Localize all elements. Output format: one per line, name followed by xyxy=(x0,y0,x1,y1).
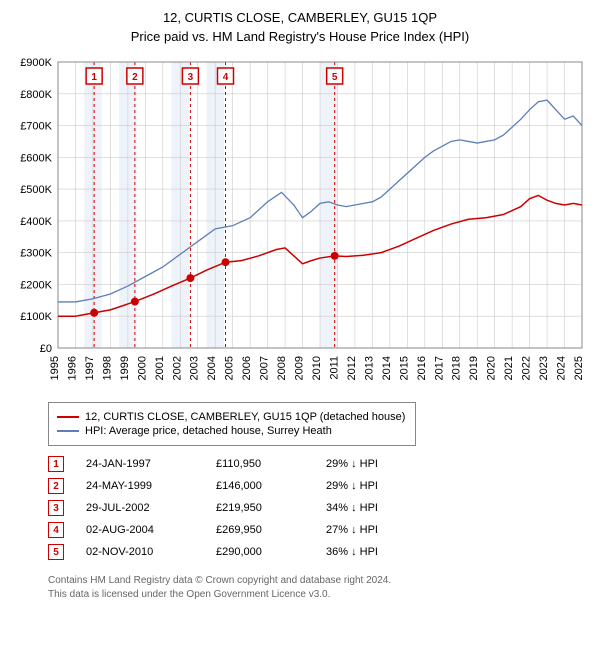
svg-text:£800K: £800K xyxy=(20,89,52,101)
svg-text:1998: 1998 xyxy=(101,356,113,380)
svg-text:2022: 2022 xyxy=(521,356,533,380)
svg-text:2012: 2012 xyxy=(346,356,358,380)
svg-text:£700K: £700K xyxy=(20,121,52,133)
marker-box: 2 xyxy=(48,478,64,494)
svg-text:2021: 2021 xyxy=(503,356,515,380)
svg-text:1997: 1997 xyxy=(84,356,96,380)
tx-date: 24-MAY-1999 xyxy=(86,480,216,492)
svg-text:2003: 2003 xyxy=(189,356,201,380)
svg-text:2008: 2008 xyxy=(276,356,288,380)
svg-text:2005: 2005 xyxy=(224,356,236,380)
svg-text:2015: 2015 xyxy=(398,356,410,380)
table-row: 1 24-JAN-1997 £110,950 29% ↓ HPI xyxy=(48,456,590,472)
svg-text:2004: 2004 xyxy=(206,356,218,380)
table-row: 4 02-AUG-2004 £269,950 27% ↓ HPI xyxy=(48,522,590,538)
svg-text:2007: 2007 xyxy=(259,356,271,380)
marker-box: 3 xyxy=(48,500,64,516)
tx-date: 29-JUL-2002 xyxy=(86,502,216,514)
svg-text:2002: 2002 xyxy=(171,356,183,380)
svg-text:2017: 2017 xyxy=(433,356,445,380)
svg-text:2018: 2018 xyxy=(451,356,463,380)
tx-price: £110,950 xyxy=(216,458,326,470)
footer-line: Contains HM Land Registry data © Crown c… xyxy=(48,574,590,588)
svg-text:2023: 2023 xyxy=(538,356,550,380)
tx-price: £290,000 xyxy=(216,546,326,558)
tx-price: £146,000 xyxy=(216,480,326,492)
legend-swatch xyxy=(57,416,79,418)
svg-text:2009: 2009 xyxy=(294,356,306,380)
svg-text:2019: 2019 xyxy=(468,356,480,380)
tx-delta: 36% ↓ HPI xyxy=(326,546,446,558)
title-address: 12, CURTIS CLOSE, CAMBERLEY, GU15 1QP xyxy=(0,10,600,25)
title-subtitle: Price paid vs. HM Land Registry's House … xyxy=(0,29,600,44)
svg-text:£300K: £300K xyxy=(20,248,52,260)
legend: 12, CURTIS CLOSE, CAMBERLEY, GU15 1QP (d… xyxy=(48,402,416,446)
tx-date: 02-NOV-2010 xyxy=(86,546,216,558)
svg-text:£500K: £500K xyxy=(20,184,52,196)
svg-text:2025: 2025 xyxy=(573,356,585,380)
svg-text:2000: 2000 xyxy=(136,356,148,380)
svg-text:1: 1 xyxy=(91,72,97,83)
tx-delta: 29% ↓ HPI xyxy=(326,458,446,470)
tx-delta: 29% ↓ HPI xyxy=(326,480,446,492)
legend-swatch xyxy=(57,430,79,432)
marker-box: 1 xyxy=(48,456,64,472)
svg-text:2006: 2006 xyxy=(241,356,253,380)
table-row: 3 29-JUL-2002 £219,950 34% ↓ HPI xyxy=(48,500,590,516)
title-block: 12, CURTIS CLOSE, CAMBERLEY, GU15 1QP Pr… xyxy=(0,0,600,48)
svg-text:2020: 2020 xyxy=(486,356,498,380)
marker-box: 4 xyxy=(48,522,64,538)
tx-price: £219,950 xyxy=(216,502,326,514)
tx-delta: 27% ↓ HPI xyxy=(326,524,446,536)
svg-text:1999: 1999 xyxy=(119,356,131,380)
svg-text:£900K: £900K xyxy=(20,57,52,69)
tx-date: 24-JAN-1997 xyxy=(86,458,216,470)
svg-text:1996: 1996 xyxy=(66,356,78,380)
svg-text:1995: 1995 xyxy=(49,356,61,380)
svg-text:£200K: £200K xyxy=(20,279,52,291)
svg-text:£400K: £400K xyxy=(20,216,52,228)
svg-text:2001: 2001 xyxy=(154,356,166,380)
legend-label: 12, CURTIS CLOSE, CAMBERLEY, GU15 1QP (d… xyxy=(85,411,405,423)
svg-text:3: 3 xyxy=(188,72,194,83)
footer-line: This data is licensed under the Open Gov… xyxy=(48,588,590,602)
svg-text:2014: 2014 xyxy=(381,356,393,380)
table-row: 5 02-NOV-2010 £290,000 36% ↓ HPI xyxy=(48,544,590,560)
svg-text:£600K: £600K xyxy=(20,152,52,164)
svg-text:2: 2 xyxy=(132,72,138,83)
chart-svg: £0 £100K £200K £300K £400K £500K £600K £700K £80… xyxy=(10,56,590,396)
svg-text:£100K: £100K xyxy=(20,311,52,323)
svg-text:2013: 2013 xyxy=(363,356,375,380)
root-container: 12, CURTIS CLOSE, CAMBERLEY, GU15 1QP Pr… xyxy=(0,0,600,602)
tx-delta: 34% ↓ HPI xyxy=(326,502,446,514)
svg-text:5: 5 xyxy=(332,72,338,83)
svg-text:4: 4 xyxy=(223,72,229,83)
chart: £0 £100K £200K £300K £400K £500K £600K £700K £80… xyxy=(10,56,590,396)
svg-text:£0: £0 xyxy=(40,343,52,355)
table-row: 2 24-MAY-1999 £146,000 29% ↓ HPI xyxy=(48,478,590,494)
footer: Contains HM Land Registry data © Crown c… xyxy=(48,574,590,602)
legend-label: HPI: Average price, detached house, Surr… xyxy=(85,425,332,437)
transaction-table: 1 24-JAN-1997 £110,950 29% ↓ HPI 2 24-MA… xyxy=(48,456,590,560)
legend-item: 12, CURTIS CLOSE, CAMBERLEY, GU15 1QP (d… xyxy=(57,411,407,423)
svg-text:2024: 2024 xyxy=(556,356,568,380)
marker-box: 5 xyxy=(48,544,64,560)
svg-text:2011: 2011 xyxy=(328,356,340,380)
legend-item: HPI: Average price, detached house, Surr… xyxy=(57,425,407,437)
tx-price: £269,950 xyxy=(216,524,326,536)
svg-text:2010: 2010 xyxy=(311,356,323,380)
tx-date: 02-AUG-2004 xyxy=(86,524,216,536)
svg-text:2016: 2016 xyxy=(416,356,428,380)
